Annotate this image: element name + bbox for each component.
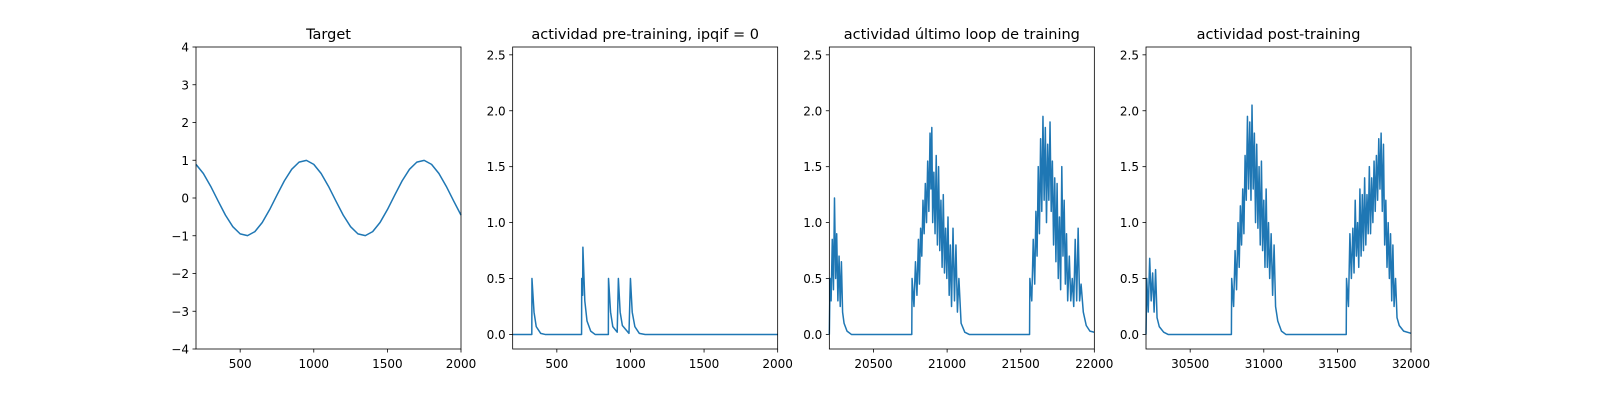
y-tick-label: 4 (181, 41, 189, 55)
y-tick-label: 0.5 (1120, 272, 1139, 286)
y-tick-label: −4 (171, 343, 189, 357)
y-tick-label: 2.5 (487, 48, 506, 62)
y-tick-label: 1.5 (1120, 160, 1139, 174)
x-tick-label: 1000 (299, 357, 330, 371)
x-tick-label: 21500 (1002, 357, 1040, 371)
x-tick-label: 1500 (689, 357, 720, 371)
y-tick-label: 0.0 (487, 328, 506, 342)
chart-title: actividad pre-training, ipqif = 0 (531, 27, 759, 43)
x-tick-label: 500 (229, 357, 252, 371)
y-tick-label: −3 (171, 305, 189, 319)
x-tick-label: 500 (545, 357, 568, 371)
line (512, 246, 778, 336)
y-tick-label: 0.5 (487, 272, 506, 286)
x-tick-label: 31000 (1245, 357, 1283, 371)
y-tick-label: 1.5 (803, 160, 822, 174)
x-tick-label: 1500 (372, 357, 403, 371)
y-tick-label: 2.0 (1120, 104, 1139, 118)
x-tick-label: 2000 (762, 357, 793, 371)
y-tick-label: −2 (171, 267, 189, 281)
y-tick-label: −1 (171, 229, 189, 243)
line (195, 159, 462, 237)
chart-title: actividad último loop de training (844, 27, 1080, 43)
y-tick-label: 2.0 (487, 104, 506, 118)
y-tick-label: 0.0 (803, 328, 822, 342)
y-tick-label: 2.5 (803, 48, 822, 62)
y-tick-label: 1.0 (1120, 216, 1139, 230)
x-tick-label: 30500 (1171, 357, 1209, 371)
axes-frame (512, 46, 779, 350)
x-tick-label: 2000 (446, 357, 477, 371)
x-tick-label: 1000 (615, 357, 646, 371)
y-tick-label: 3 (181, 78, 189, 92)
y-tick-label: 1.0 (487, 216, 506, 230)
chart-title: actividad post-training (1197, 27, 1361, 43)
axes-frame (195, 46, 462, 350)
y-tick-label: 1.5 (487, 160, 506, 174)
x-tick-label: 31500 (1318, 357, 1356, 371)
axes-frame (1145, 46, 1412, 350)
y-tick-label: 2.0 (803, 104, 822, 118)
x-tick-label: 22000 (1075, 357, 1113, 371)
x-tick-label: 21000 (928, 357, 966, 371)
line (828, 115, 1095, 336)
y-tick-label: 1 (181, 154, 189, 168)
x-tick-label: 32000 (1392, 357, 1430, 371)
chart-title: Target (305, 27, 351, 43)
y-tick-label: 2 (181, 116, 189, 130)
y-tick-label: 0.0 (1120, 328, 1139, 342)
y-tick-label: 2.5 (1120, 48, 1139, 62)
axes-frame (828, 46, 1095, 350)
y-tick-label: 0 (181, 192, 189, 206)
y-tick-label: 1.0 (803, 216, 822, 230)
x-tick-label: 20500 (854, 357, 892, 371)
line (1145, 104, 1412, 336)
y-tick-label: 0.5 (803, 272, 822, 286)
